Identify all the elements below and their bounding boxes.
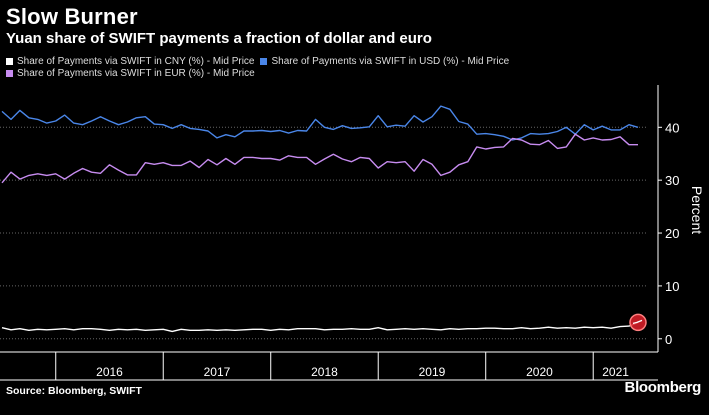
legend-swatch-usd	[260, 58, 268, 65]
chart-title: Slow Burner	[6, 4, 138, 29]
y-tick-label-10: 10	[665, 279, 679, 294]
source-note: Source: Bloomberg, SWIFT	[6, 385, 142, 397]
legend-row-1: Share of Payments via SWIFT in CNY (%) -…	[6, 56, 515, 67]
chart-subtitle: Yuan share of SWIFT payments a fraction …	[6, 30, 432, 47]
legend-label-eur: Share of Payments via SWIFT in EUR (%) -…	[17, 68, 255, 79]
y-axis: 0 10 20 30 40	[657, 85, 679, 352]
series-line-eur	[1, 133, 638, 184]
x-tick-label-2019: 2019	[419, 365, 446, 379]
highlight-marks	[629, 313, 647, 332]
series-line-cny	[1, 321, 639, 333]
highlight-line-cny	[632, 319, 643, 325]
x-tick-label-2021: 2021	[602, 365, 629, 379]
series-lines	[1, 105, 639, 333]
legend-item-usd: Share of Payments via SWIFT in USD (%) -…	[260, 56, 509, 67]
y-tick-label-30: 30	[665, 173, 679, 188]
y-axis-label: Percent	[689, 186, 705, 234]
y-tick-label-0: 0	[665, 332, 672, 347]
x-tick-label-2017: 2017	[204, 365, 231, 379]
x-tick-label-2016: 2016	[96, 365, 123, 379]
legend-swatch-cny	[6, 58, 13, 65]
legend-row-2: Share of Payments via SWIFT in EUR (%) -…	[6, 68, 261, 79]
bloomberg-logo: Bloomberg	[624, 379, 702, 396]
y-tick-label-40: 40	[665, 120, 679, 135]
legend-item-cny: Share of Payments via SWIFT in CNY (%) -…	[6, 56, 254, 67]
legend-swatch-eur	[6, 70, 13, 77]
y-tick-label-20: 20	[665, 226, 679, 241]
x-axis: 2016 2017 2018 2019 2020 2021	[0, 351, 658, 381]
x-tick-label-2020: 2020	[526, 365, 553, 379]
legend-label-cny: Share of Payments via SWIFT in CNY (%) -…	[17, 56, 255, 67]
legend-label-usd: Share of Payments via SWIFT in USD (%) -…	[271, 56, 510, 67]
x-tick-label-2018: 2018	[311, 365, 338, 379]
legend-item-eur: Share of Payments via SWIFT in EUR (%) -…	[6, 68, 255, 79]
series-line-usd	[1, 105, 639, 141]
